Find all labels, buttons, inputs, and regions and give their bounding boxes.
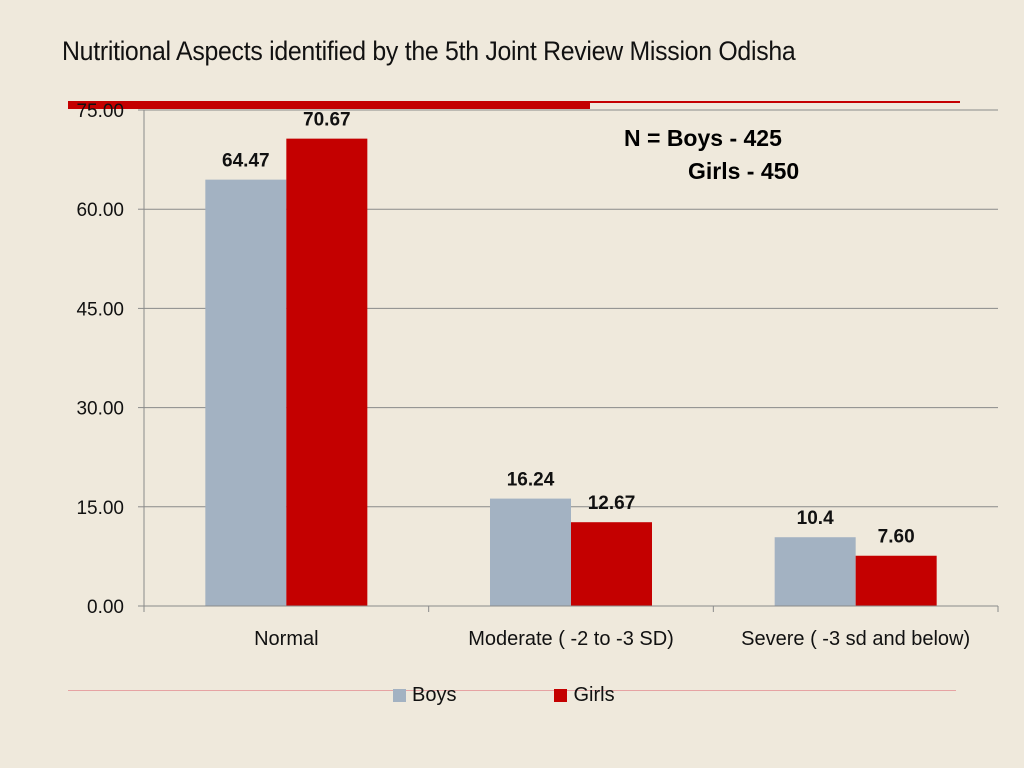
bar-girls (855, 555, 937, 606)
bar-boys (490, 498, 571, 606)
x-category-label: Moderate ( -2 to -3 SD) (468, 628, 674, 650)
y-tick-label: 30.00 (76, 399, 124, 420)
x-category-label: Severe ( -3 sd and below) (741, 628, 970, 650)
data-label-boys: 16.24 (507, 470, 555, 491)
category-labels: Normal Moderate ( -2 to -3 SD) Severe ( -3… (254, 628, 970, 650)
data-label-girls: 70.67 (303, 110, 351, 131)
y-tick-label: 45.00 (76, 299, 124, 320)
title-underline-thick (68, 101, 590, 109)
data-label-boys: 64.47 (222, 151, 270, 172)
title-underline-thin (590, 101, 960, 103)
legend: Boys Girls (393, 684, 615, 707)
data-label-girls: 12.67 (588, 493, 636, 514)
sample-size-boys: N = Boys - 425 (624, 125, 782, 151)
bottom-divider (68, 690, 956, 691)
bar-girls (571, 522, 652, 606)
data-label-boys: 10.4 (797, 508, 834, 529)
bars (205, 138, 937, 606)
x-category-label: Normal (254, 628, 318, 650)
sample-size-box: N = Boys - 425 Girls - 450 (624, 122, 799, 188)
axes (138, 109, 999, 612)
y-tick-label: 15.00 (76, 498, 124, 519)
bar-boys (774, 537, 856, 606)
legend-label-girls: Girls (573, 684, 615, 706)
legend-label-boys: Boys (412, 684, 457, 706)
bar-girls (286, 138, 368, 606)
legend-swatch-boys (393, 689, 406, 702)
sample-size-girls: Girls - 450 (688, 158, 800, 184)
data-labels: 64.47 70.67 16.24 12.67 10.4 7.60 (222, 110, 915, 548)
legend-item-boys: Boys (393, 684, 456, 707)
data-label-girls: 7.60 (878, 527, 915, 548)
y-tick-label: 0.00 (87, 597, 124, 618)
y-axis-ticks: 0.00 15.00 30.00 45.00 60.00 75.00 (76, 101, 124, 618)
chart-title: Nutritional Aspects identified by the 5t… (62, 36, 796, 66)
legend-swatch-girls (554, 689, 568, 702)
y-tick-label: 60.00 (76, 200, 124, 221)
legend-item-girls: Girls (554, 684, 615, 707)
bar-boys (205, 179, 287, 606)
y-tick-label: 75.00 (76, 101, 124, 122)
